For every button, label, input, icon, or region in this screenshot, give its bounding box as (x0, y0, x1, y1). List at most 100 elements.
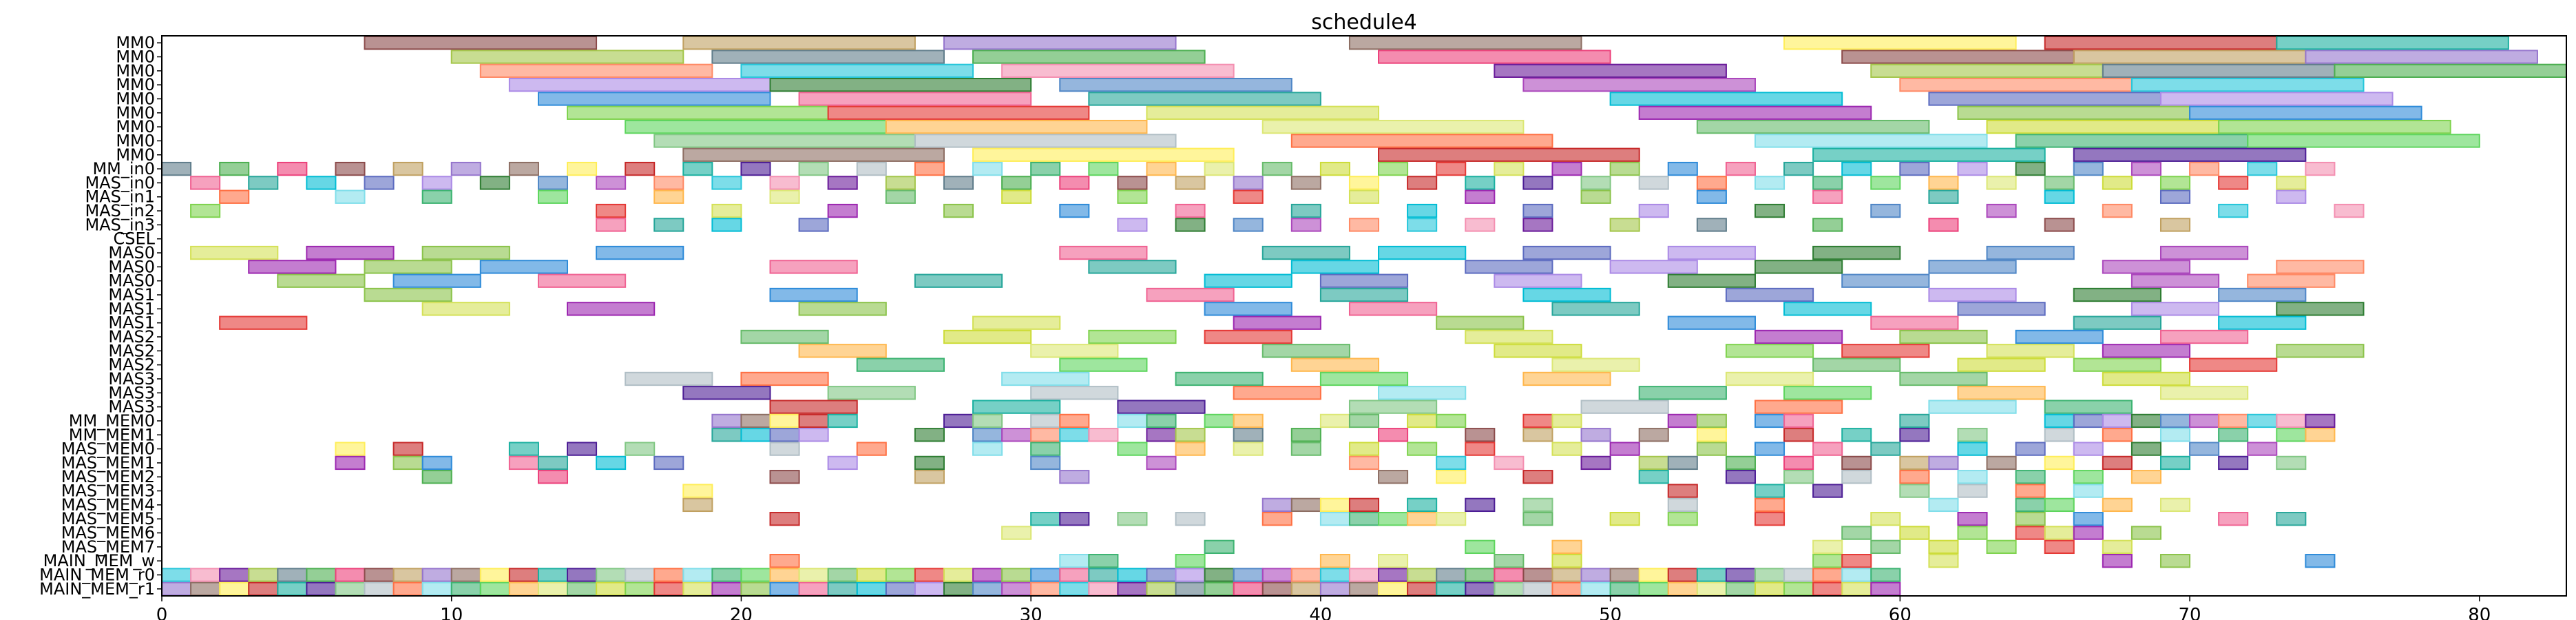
y-tick-label: MAS_MEM0 (61, 440, 155, 459)
gantt-bar (1928, 455, 1959, 471)
gantt-bar (1290, 176, 1321, 190)
gantt-bar (1059, 203, 1090, 218)
gantt-bar (1175, 218, 1206, 232)
y-tick-label: MAS3 (108, 397, 155, 417)
y-tick-label: MAIN_MEM_r1 (39, 579, 155, 599)
gantt-bar (1494, 554, 1525, 568)
gantt-bar (1812, 484, 1843, 498)
gantt-bar (972, 442, 1003, 456)
gantt-bar (1667, 245, 1756, 260)
gantt-bar (1233, 316, 1321, 330)
gantt-bar (1812, 147, 2046, 162)
gantt-bar (653, 176, 684, 190)
gantt-bar (392, 273, 481, 288)
gantt-bar (625, 581, 656, 596)
x-tick-label: 30 (1020, 605, 1043, 620)
gantt-bar (277, 273, 366, 288)
gantt-bar (885, 568, 916, 582)
gantt-bar (392, 161, 423, 176)
gantt-bar (653, 455, 684, 471)
gantt-bar (1001, 371, 1090, 386)
gantt-bar (335, 442, 366, 456)
gantt-bar (1001, 176, 1032, 190)
y-tick-label: MAS_MEM3 (61, 482, 155, 501)
gantt-bar (769, 568, 800, 582)
gantt-bar (2102, 497, 2133, 513)
gantt-bar (682, 568, 713, 582)
gantt-bar (1580, 428, 1611, 442)
gantt-bar (450, 50, 684, 64)
gantt-bar (1928, 400, 2017, 414)
gantt-bar (1522, 218, 1553, 232)
gantt-bar (1146, 287, 1235, 302)
gantt-bar (1088, 428, 1119, 442)
gantt-bar (1175, 428, 1206, 442)
gantt-bar (596, 245, 684, 260)
gantt-bar (1522, 77, 1756, 92)
gantt-bar (1348, 218, 1380, 232)
gantt-bar (2218, 512, 2249, 526)
gantt-bar (1465, 442, 1496, 456)
y-tick-label: MM0 (116, 33, 155, 52)
gantt-bar (2276, 512, 2307, 526)
gantt-bar (1319, 273, 1409, 288)
gantt-bar (769, 554, 800, 568)
gantt-bar (1001, 428, 1032, 442)
gantt-bar (161, 161, 192, 176)
gantt-bar (1928, 554, 1959, 568)
gantt-bar (335, 189, 366, 204)
gantt-bar (1319, 512, 1350, 526)
gantt-bar (1494, 63, 1727, 78)
gantt-bar (1261, 119, 1525, 134)
gantt-bar (1522, 568, 1553, 582)
gantt-bar (740, 329, 829, 344)
gantt-bar (682, 484, 713, 498)
gantt-bar (1812, 554, 1843, 568)
gantt-bar (1348, 302, 1438, 316)
gantt-bar (2189, 413, 2220, 428)
gantt-bar (1030, 568, 1061, 582)
gantt-bar (2073, 470, 2104, 484)
gantt-bar (2159, 455, 2191, 471)
gantt-bar (1870, 203, 1901, 218)
gantt-bar (537, 92, 771, 106)
gantt-bar (2130, 526, 2161, 540)
gantt-bar (1290, 203, 1321, 218)
gantt-bar (1261, 161, 1292, 176)
gantt-bar (2159, 413, 2191, 428)
gantt-bar (1725, 344, 1814, 358)
gantt-bar (1783, 470, 1814, 484)
gantt-bar (1407, 568, 1438, 582)
gantt-bar (1899, 413, 1930, 428)
gantt-bar (1407, 581, 1438, 596)
gantt-bar (1204, 161, 1235, 176)
gantt-bar (1870, 316, 1959, 330)
gantt-bar (1928, 260, 2017, 274)
gantt-bar (1465, 581, 1496, 596)
gantt-bar (392, 568, 423, 582)
y-tick-label: MAS_in2 (85, 201, 155, 220)
gantt-bar (1986, 539, 2017, 555)
gantt-bar (1957, 526, 1988, 540)
y-tick-label: MM0 (116, 117, 155, 136)
gantt-bar (1261, 497, 1292, 513)
gantt-bar (769, 287, 858, 302)
gantt-bar (2189, 161, 2220, 176)
x-tick-label: 60 (1889, 605, 1912, 620)
gantt-bar (1870, 512, 1901, 526)
gantt-bar (625, 442, 656, 456)
gantt-bar (1436, 568, 1467, 582)
gantt-bar (2218, 428, 2249, 442)
gantt-bar (1001, 189, 1032, 204)
gantt-bar (306, 245, 395, 260)
gantt-bar (1783, 455, 1814, 471)
x-axis: 0 10 20 30 40 50 60 70 80 (156, 596, 2491, 620)
gantt-bar (1754, 413, 1786, 428)
gantt-bar (537, 273, 627, 288)
gantt-bar (2044, 526, 2075, 540)
y-tick-label: MM0 (116, 89, 155, 108)
gantt-bar (1204, 273, 1292, 288)
gantt-bar (2015, 497, 2046, 513)
gantt-bar (392, 581, 423, 596)
